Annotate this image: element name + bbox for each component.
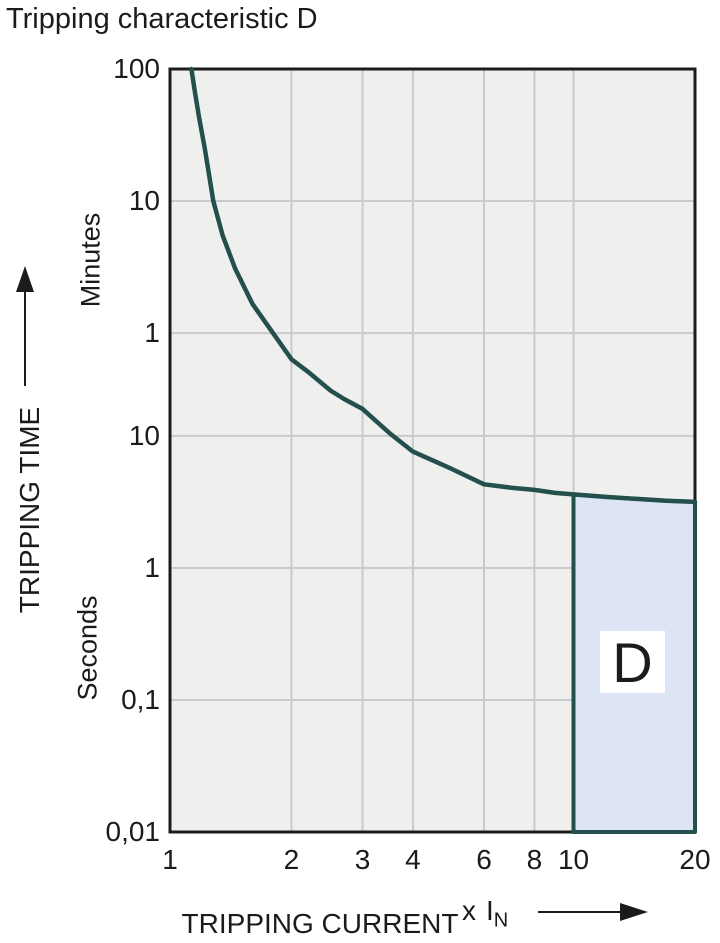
x-tick-label: 2	[283, 844, 300, 875]
plot-border	[168, 67, 697, 834]
x-tick-label: 8	[526, 844, 543, 875]
up-arrow-icon	[16, 266, 34, 386]
y-tick-label: 10	[128, 419, 160, 451]
y-tick-label: 1	[144, 551, 160, 583]
x-tick-label: 4	[405, 844, 421, 875]
x-axis-title: TRIPPING CURRENT	[181, 908, 459, 939]
y-tick-label: 0,1	[121, 683, 160, 715]
region-d-label-box: D	[600, 630, 665, 694]
y-tick-label: 100	[113, 53, 160, 84]
y-axis-unit-minutes: Minutes	[75, 212, 106, 308]
x-tick-label: 6	[476, 844, 492, 875]
right-arrow-icon	[538, 903, 648, 921]
y-tick-label: 1	[144, 317, 160, 349]
x-tick-label: 3	[354, 844, 371, 875]
multiplier-x: x	[462, 895, 476, 926]
tripping-curve	[189, 66, 698, 505]
multiplier-subscript: N	[493, 909, 509, 932]
multiplier-base: I	[486, 895, 494, 926]
x-axis-multiplier: x IN	[462, 895, 508, 931]
x-tick-label: 20	[679, 844, 711, 875]
x-tick-label: 10	[557, 844, 590, 875]
region-d-label: D	[612, 630, 653, 694]
y-tick-label: 10	[128, 185, 160, 217]
y-tick-label: 0,01	[105, 816, 161, 847]
x-tick-label: 1	[162, 844, 178, 875]
page-title: Tripping characteristic D	[6, 3, 318, 35]
